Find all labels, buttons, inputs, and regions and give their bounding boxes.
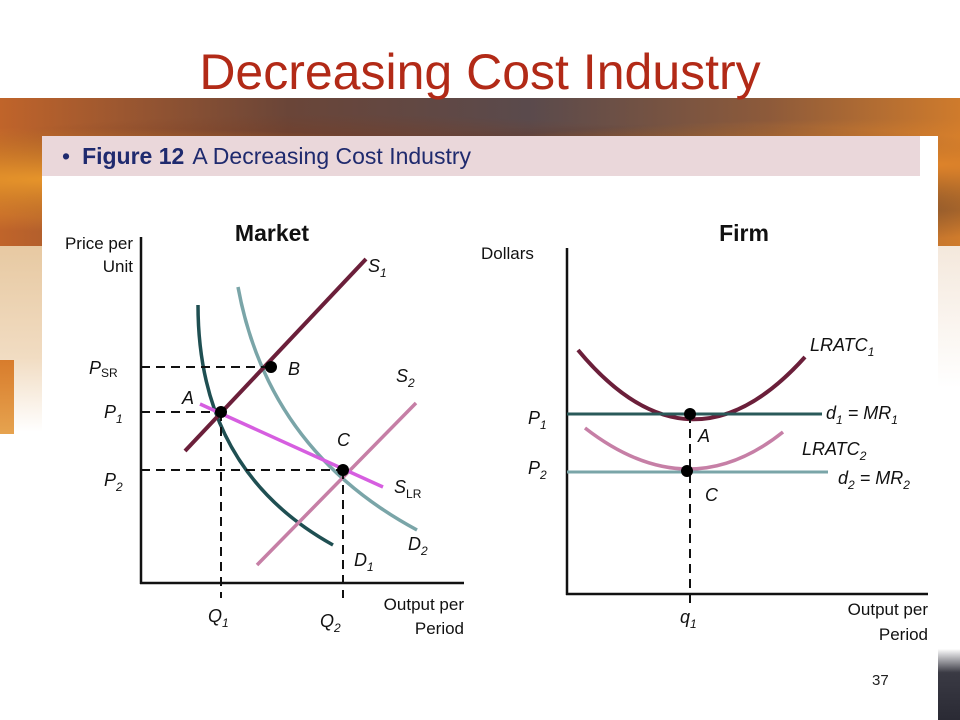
market-p1-label: P1 bbox=[104, 402, 123, 426]
market-point-c bbox=[337, 464, 349, 476]
market-point-b bbox=[265, 361, 277, 373]
firm-lratc2-label: LRATC2 bbox=[802, 439, 867, 463]
figure-caption: • Figure 12 A Decreasing Cost Industry bbox=[62, 140, 471, 172]
market-s1-label: S1 bbox=[368, 256, 387, 280]
firm-point-a bbox=[684, 408, 696, 420]
firm-point-a-label: A bbox=[697, 426, 710, 446]
firm-x-axis-label-1: Output per bbox=[848, 600, 929, 619]
market-d1-label: D1 bbox=[354, 550, 374, 574]
market-slr-line bbox=[199, 402, 384, 489]
firm-point-c bbox=[681, 465, 693, 477]
market-s1-line bbox=[183, 257, 368, 453]
market-point-a-label: A bbox=[181, 388, 194, 408]
market-s2-label: S2 bbox=[396, 366, 415, 390]
market-heading: Market bbox=[235, 220, 309, 246]
market-d2-label: D2 bbox=[408, 534, 428, 558]
firm-d2-label: d2 = MR2 bbox=[838, 468, 910, 492]
caption-bullet: • bbox=[62, 143, 71, 169]
firm-diagram: Firm Dollars LRATC1 LRATC2 d1 = MR1 d2 =… bbox=[481, 220, 928, 644]
market-p2-label: P2 bbox=[104, 470, 123, 494]
page-number: 37 bbox=[872, 672, 889, 689]
market-psr-label: PSR bbox=[89, 358, 118, 380]
market-point-b-label: B bbox=[288, 359, 300, 379]
market-s2-line bbox=[255, 401, 418, 567]
market-x-axis-label-1: Output per bbox=[384, 595, 465, 614]
firm-x-axis-label-2: Period bbox=[879, 625, 928, 644]
market-x-axis-label-2: Period bbox=[415, 619, 464, 638]
firm-p2-label: P2 bbox=[528, 458, 547, 482]
firm-y-axis-label: Dollars bbox=[481, 244, 534, 263]
caption-text: A Decreasing Cost Industry bbox=[192, 143, 472, 169]
content-panel bbox=[42, 136, 938, 720]
firm-heading: Firm bbox=[719, 220, 769, 246]
market-q2-label: Q2 bbox=[320, 611, 341, 635]
caption-figure-number: Figure 12 bbox=[82, 143, 185, 169]
market-d2-curve bbox=[236, 286, 418, 532]
firm-p1-label: P1 bbox=[528, 408, 547, 432]
slide-title: Decreasing Cost Industry bbox=[199, 44, 761, 100]
decorative-left-accent bbox=[0, 360, 14, 434]
market-slr-label: SLR bbox=[394, 477, 422, 501]
firm-q1-label: q1 bbox=[680, 607, 697, 631]
market-y-axis-label-1: Price per bbox=[65, 234, 133, 253]
market-diagram: Market Price per Unit S1 S2 SLR D2 D1 PS… bbox=[65, 220, 464, 638]
decorative-right-strip bbox=[938, 246, 960, 720]
market-q1-label: Q1 bbox=[208, 606, 229, 630]
market-point-a bbox=[215, 406, 227, 418]
caption-bar bbox=[42, 136, 920, 176]
market-y-axis-label-2: Unit bbox=[103, 257, 134, 276]
firm-d1-label: d1 = MR1 bbox=[826, 403, 898, 427]
firm-lratc1-label: LRATC1 bbox=[810, 335, 874, 359]
market-d1-curve bbox=[196, 304, 334, 547]
firm-point-c-label: C bbox=[705, 485, 719, 505]
firm-lratc2-curve bbox=[583, 426, 785, 471]
market-point-c-label: C bbox=[337, 430, 351, 450]
